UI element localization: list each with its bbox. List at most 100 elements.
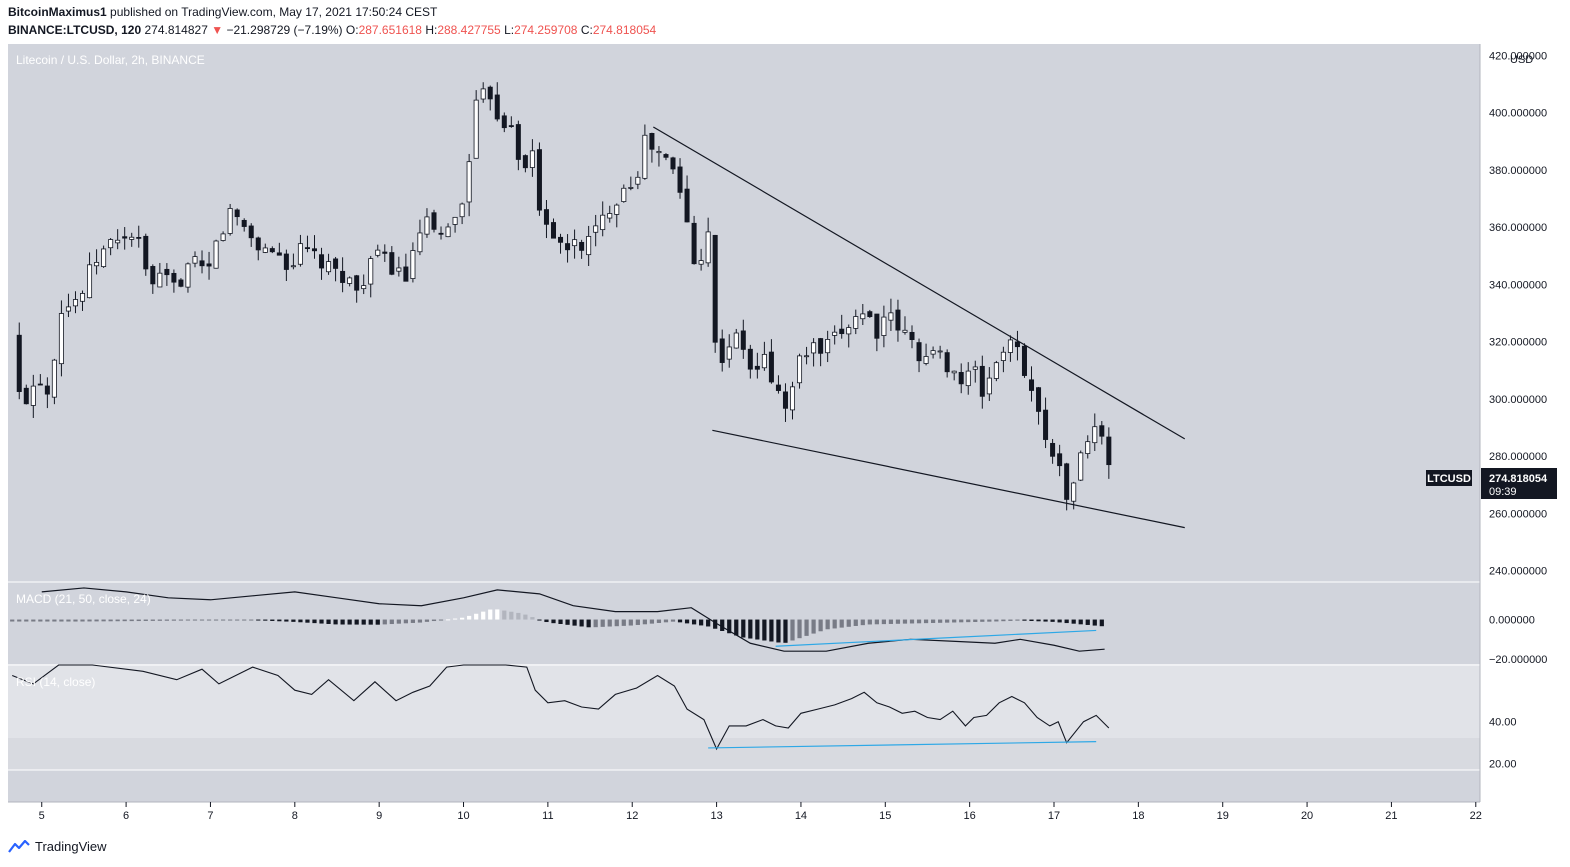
- candle-down: [311, 248, 317, 252]
- macd-histogram-bar: [684, 619, 690, 624]
- macd-divergence-line: [775, 629, 1097, 647]
- candle-down: [1050, 442, 1056, 457]
- candle-down: [16, 334, 22, 392]
- time-tick-label: 9: [376, 810, 382, 822]
- candle-up: [326, 261, 332, 273]
- macd-histogram-bar: [474, 613, 479, 620]
- macd-histogram-bar: [713, 619, 718, 629]
- macd-histogram-bar: [811, 619, 816, 634]
- candle-up: [860, 313, 866, 320]
- macd-histogram-bar: [558, 619, 563, 624]
- macd-histogram-bar: [136, 619, 141, 622]
- candle-down: [248, 225, 254, 239]
- macd-histogram-bar: [1071, 619, 1076, 624]
- macd-histogram-bar: [305, 619, 310, 623]
- macd-histogram-bar: [1092, 619, 1097, 626]
- candle-up: [445, 226, 451, 238]
- macd-histogram-bar: [818, 619, 823, 632]
- candle-down: [895, 309, 901, 331]
- candle-up: [1078, 452, 1084, 481]
- macd-histogram-bar: [572, 619, 577, 626]
- candle-up: [881, 316, 887, 336]
- candle-up: [698, 260, 704, 265]
- candle-up: [930, 350, 936, 355]
- price-pane[interactable]: [8, 44, 1480, 582]
- candle-down: [255, 237, 261, 251]
- candle-up: [459, 203, 465, 218]
- macd-histogram-bar: [143, 619, 148, 621]
- candle-down: [747, 348, 753, 370]
- macd-histogram-bar: [1099, 619, 1104, 627]
- candle-up: [888, 312, 894, 321]
- candle-up: [642, 134, 648, 179]
- macd-histogram-bar: [66, 619, 71, 622]
- close-label: C:: [580, 23, 593, 37]
- macd-histogram-bar: [628, 619, 633, 626]
- candle-up: [733, 332, 739, 349]
- price-tag-symbol-box: [1426, 470, 1472, 486]
- high-value: 288.427755: [437, 23, 501, 37]
- author-name[interactable]: BitcoinMaximus1: [8, 5, 107, 19]
- candle-up: [923, 356, 929, 364]
- macd-histogram-bar: [24, 619, 29, 622]
- macd-histogram-bar: [368, 619, 373, 625]
- macd-histogram-bar: [228, 619, 233, 621]
- macd-histogram-bar: [825, 619, 830, 630]
- candle-up: [529, 150, 535, 168]
- candle-down: [241, 219, 247, 227]
- macd-histogram-bar: [101, 619, 106, 622]
- macd-histogram-bar: [874, 619, 879, 625]
- candle-up: [361, 285, 367, 290]
- macd-histogram-bar: [340, 619, 345, 625]
- macd-histogram-bar: [115, 619, 120, 622]
- candle-down: [143, 235, 149, 270]
- macd-histogram-bar: [966, 619, 971, 623]
- candle-up: [635, 176, 641, 185]
- macd-histogram-bar: [895, 619, 901, 624]
- macd-histogram-bar: [326, 619, 331, 624]
- candle-down: [276, 252, 282, 256]
- time-spacer: [8, 770, 1480, 802]
- macd-histogram-bar: [347, 619, 352, 625]
- macd-histogram-bar: [642, 619, 647, 625]
- candle-down: [487, 86, 493, 100]
- macd-histogram-bar: [593, 619, 598, 628]
- candle-down: [333, 258, 339, 269]
- macd-line: [41, 587, 1105, 652]
- macd-histogram-bar: [452, 618, 458, 620]
- macd-histogram-bar: [59, 619, 64, 622]
- publish-text: published on TradingView.com, May 17, 20…: [110, 5, 438, 19]
- candle-down: [979, 365, 985, 397]
- price-tick-label: 400.000000: [1489, 108, 1547, 120]
- candle-down: [431, 212, 437, 230]
- macd-histogram-bar: [361, 619, 366, 625]
- macd-histogram-bar: [952, 619, 957, 623]
- macd-histogram-bar: [909, 619, 915, 624]
- candle-up: [115, 239, 121, 244]
- candle-down: [438, 232, 444, 235]
- candle-up: [297, 243, 303, 265]
- candle-up: [30, 385, 36, 406]
- candle-down: [867, 311, 873, 318]
- candle-up: [1085, 441, 1091, 454]
- macd-histogram-bar: [1064, 619, 1069, 624]
- macd-histogram-bar: [31, 619, 36, 622]
- currency-label: USD: [1510, 54, 1533, 66]
- macd-histogram-bar: [488, 609, 493, 620]
- macd-histogram-bar: [839, 619, 844, 628]
- candle-up: [65, 306, 71, 312]
- macd-histogram-bar: [727, 619, 732, 634]
- macd-histogram-bar: [881, 619, 886, 625]
- time-tick-label: 7: [207, 810, 213, 822]
- candle-down: [1021, 345, 1027, 376]
- macd-histogram-bar: [495, 609, 500, 620]
- candle-down: [515, 124, 521, 160]
- macd-histogram-bar: [938, 619, 943, 623]
- macd-histogram-bar: [87, 619, 92, 622]
- candle-up: [972, 366, 978, 370]
- price-tag-timer: 09:39: [1489, 486, 1517, 498]
- macd-histogram-bar: [691, 619, 697, 625]
- candle-up: [832, 331, 838, 336]
- macd-histogram-bar: [277, 619, 282, 622]
